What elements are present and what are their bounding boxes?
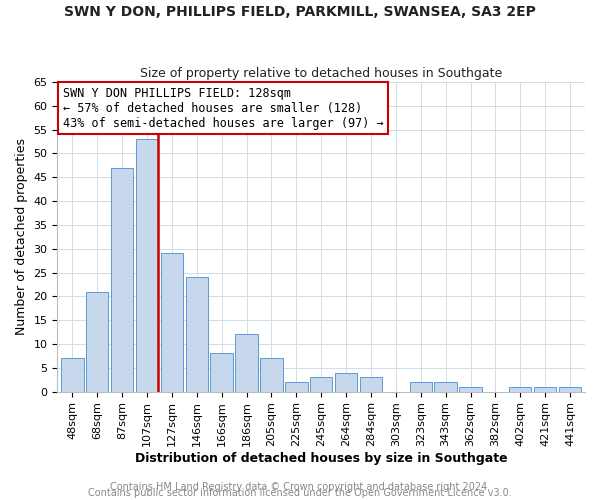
Bar bbox=[136, 139, 158, 392]
Title: Size of property relative to detached houses in Southgate: Size of property relative to detached ho… bbox=[140, 66, 502, 80]
Text: Contains HM Land Registry data © Crown copyright and database right 2024.: Contains HM Land Registry data © Crown c… bbox=[110, 482, 490, 492]
Y-axis label: Number of detached properties: Number of detached properties bbox=[15, 138, 28, 336]
Bar bbox=[360, 378, 382, 392]
Bar bbox=[434, 382, 457, 392]
Bar bbox=[509, 387, 532, 392]
Bar bbox=[161, 254, 183, 392]
Bar bbox=[185, 278, 208, 392]
Bar bbox=[410, 382, 432, 392]
Bar bbox=[86, 292, 109, 392]
Bar bbox=[559, 387, 581, 392]
Bar bbox=[335, 372, 357, 392]
Bar bbox=[460, 387, 482, 392]
Bar bbox=[111, 168, 133, 392]
Bar bbox=[61, 358, 83, 392]
Bar bbox=[534, 387, 556, 392]
Bar bbox=[211, 354, 233, 392]
Bar bbox=[310, 378, 332, 392]
Bar bbox=[235, 334, 258, 392]
Bar bbox=[285, 382, 308, 392]
Bar bbox=[260, 358, 283, 392]
Text: Contains public sector information licensed under the Open Government Licence v3: Contains public sector information licen… bbox=[88, 488, 512, 498]
Text: SWN Y DON, PHILLIPS FIELD, PARKMILL, SWANSEA, SA3 2EP: SWN Y DON, PHILLIPS FIELD, PARKMILL, SWA… bbox=[64, 5, 536, 19]
Text: SWN Y DON PHILLIPS FIELD: 128sqm
← 57% of detached houses are smaller (128)
43% : SWN Y DON PHILLIPS FIELD: 128sqm ← 57% o… bbox=[62, 86, 383, 130]
X-axis label: Distribution of detached houses by size in Southgate: Distribution of detached houses by size … bbox=[135, 452, 508, 465]
